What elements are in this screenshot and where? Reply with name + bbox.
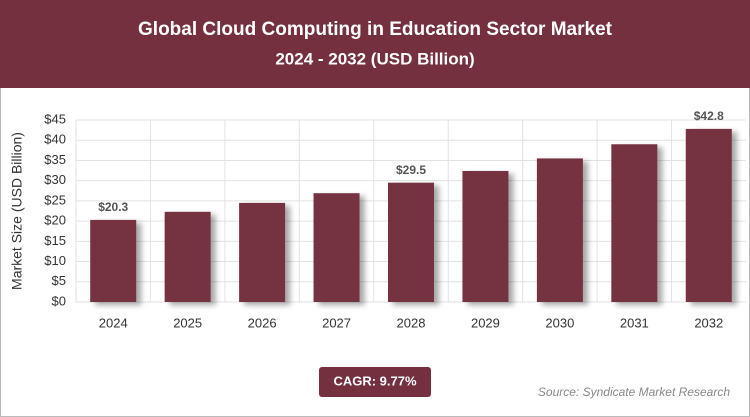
y-tick-label: $30 (44, 172, 66, 187)
bar (388, 182, 434, 302)
y-tick-label: $45 (44, 111, 66, 126)
bar (164, 211, 211, 302)
x-tick-label: 2032 (694, 315, 723, 330)
y-tick-label: $35 (44, 152, 66, 167)
cagr-label: CAGR: 9.77% (333, 373, 417, 388)
value-label: $20.3 (98, 200, 128, 214)
bar (611, 144, 658, 302)
cagr-box (319, 367, 431, 397)
y-tick-label: $10 (44, 253, 66, 268)
y-tick-label: $0 (52, 293, 66, 308)
y-tick-label: $20 (44, 213, 66, 228)
bar (462, 170, 509, 302)
y-tick-label: $15 (44, 233, 66, 248)
x-tick-label: 2026 (248, 315, 277, 330)
x-tick-label: 2030 (545, 315, 574, 330)
y-tick-label: $40 (44, 132, 66, 147)
bar (90, 219, 137, 302)
value-label: $42.8 (694, 109, 724, 123)
bar (685, 128, 732, 302)
y-tick-label: $5 (52, 273, 66, 288)
chart-subtitle: 2024 - 2032 (USD Billion) (275, 49, 474, 68)
value-label: $29.5 (396, 163, 426, 177)
x-tick-label: 2028 (397, 315, 426, 330)
bar (536, 158, 583, 302)
header (0, 0, 750, 88)
x-tick-label: 2027 (322, 315, 351, 330)
x-tick-label: 2024 (99, 315, 128, 330)
chart-title: Global Cloud Computing in Education Sect… (138, 19, 613, 40)
x-tick-label: 2031 (620, 315, 649, 330)
source: Source: Syndicate Market Research (538, 385, 730, 399)
y-axis-label: Market Size (USD Billion) (9, 132, 25, 290)
x-tick-label: 2025 (173, 315, 202, 330)
bar (239, 202, 286, 302)
x-tick-label: 2029 (471, 315, 500, 330)
bar (313, 193, 360, 302)
y-tick-label: $25 (44, 192, 66, 207)
